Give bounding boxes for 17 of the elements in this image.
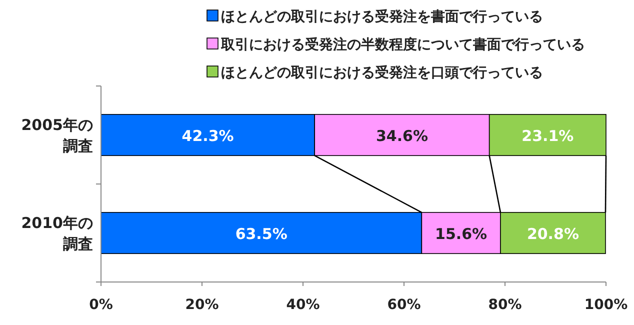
x-tick-label: 60% (387, 297, 421, 313)
x-tick-label: 40% (286, 297, 320, 313)
data-label: 23.1% (522, 127, 574, 145)
y-tick-label: 2005年の調査 (21, 116, 93, 155)
y-tick-label: 2010年の調査 (21, 214, 93, 253)
legend-label: 取引における受発注の半数程度について書面で行っている (220, 36, 585, 53)
x-tick-label: 80% (488, 297, 522, 313)
legend-label: ほとんどの取引における受発注を口頭で行っている (221, 64, 543, 81)
x-tick-label: 100% (584, 297, 628, 313)
legend-label: ほとんどの取引における受発注を書面で行っている (221, 8, 543, 25)
data-label: 20.8% (526, 225, 579, 243)
data-label: 42.3% (182, 127, 234, 145)
data-label: 34.6% (376, 127, 428, 145)
x-tick-label: 20% (185, 297, 219, 313)
data-label: 63.5% (235, 225, 288, 243)
x-tick-label: 0% (89, 297, 113, 313)
data-label: 15.6% (435, 225, 488, 243)
